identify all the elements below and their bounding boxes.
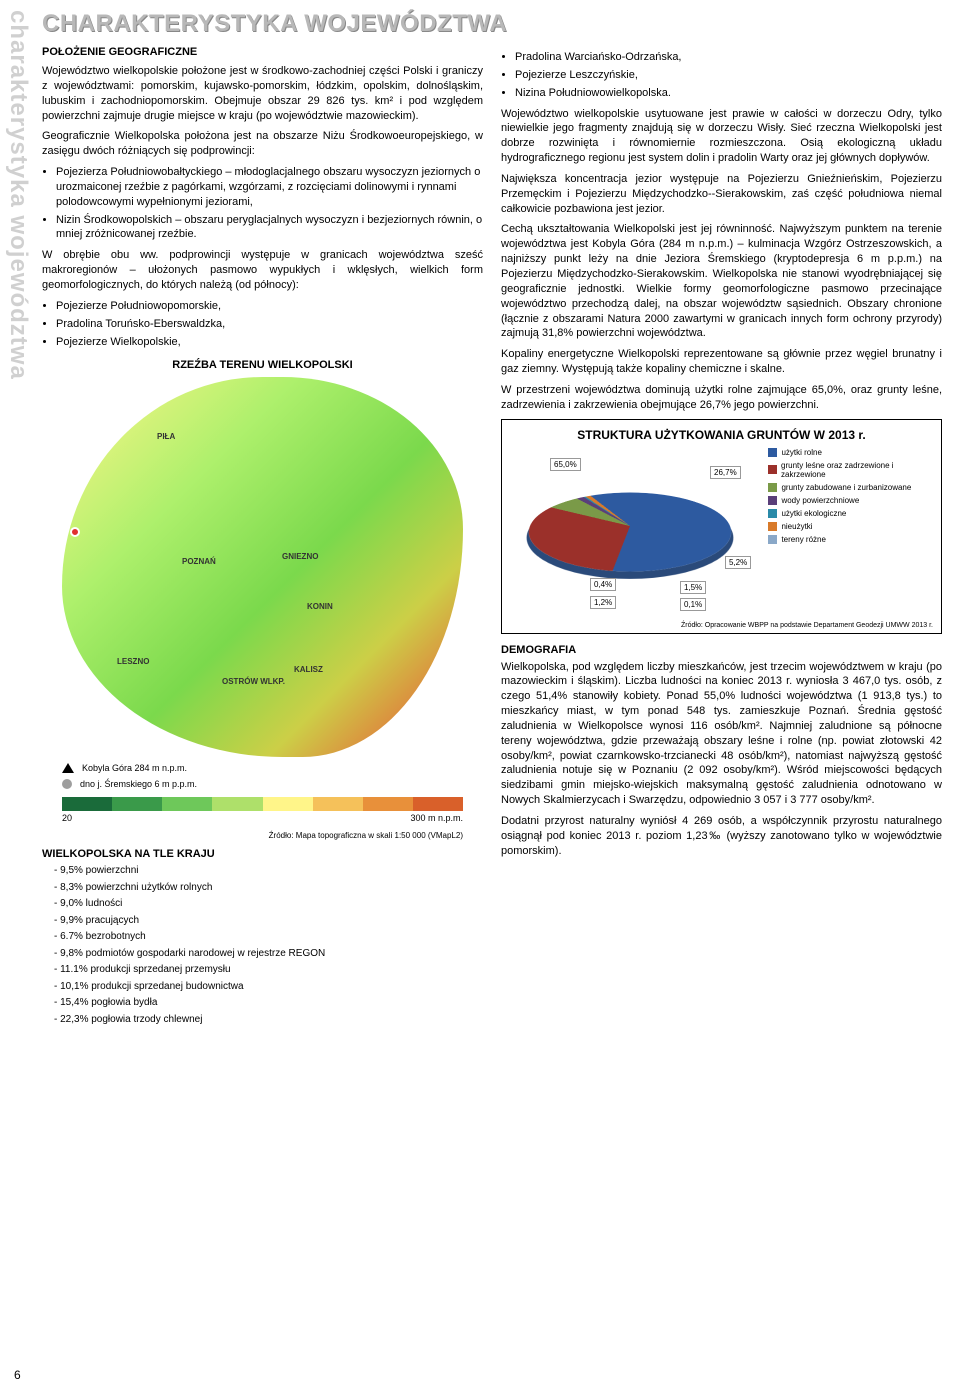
- callout-label: 65,0%: [550, 458, 581, 471]
- page-title: CHARAKTERYSTYKA WOJEWÓDZTWA: [42, 10, 942, 38]
- bullet-list: Pojezierza Południowobałtyckiego – młodo…: [56, 165, 483, 242]
- paragraph: Cechą ukształtowania Wielkopolski jest j…: [501, 222, 942, 341]
- stats-item: 8,3% powierzchni użytków rolnych: [54, 881, 483, 895]
- legend-item: grunty zabudowane i zurbanizowane: [768, 483, 933, 492]
- list-item: Pojezierze Leszczyńskie,: [515, 68, 942, 83]
- page-content: CHARAKTERYSTYKA WOJEWÓDZTWA POŁOŻENIE GE…: [38, 0, 960, 1392]
- pie-chart-box: STRUKTURA UŻYTKOWANIA GRUNTÓW W 2013 r. …: [501, 419, 942, 634]
- legend-item: użytki ekologiczne: [768, 509, 933, 518]
- stats-item: 11.1% produkcji sprzedanej przemysłu: [54, 963, 483, 977]
- stats-item: 9,5% powierzchni: [54, 864, 483, 878]
- stats-list: 9,5% powierzchni 8,3% powierzchni użytków…: [54, 864, 483, 1026]
- sidebar-tab: charakterystyka województwa: [0, 0, 38, 1392]
- legend-item: grunty leśne oraz zadrzewione i zakrzewi…: [768, 461, 933, 479]
- map-source: Źródło: Mapa topograficzna w skali 1:50 …: [42, 831, 463, 840]
- bullet-list: Pojezierze Południowopomorskie, Pradolin…: [56, 299, 483, 350]
- map-title: RZEŹBA TERENU WIELKOPOLSKI: [42, 359, 483, 371]
- stats-item: 9,0% ludności: [54, 897, 483, 911]
- callout-label: 0,4%: [590, 578, 616, 591]
- legend-item: nieużytki: [768, 522, 933, 531]
- circle-icon: [62, 779, 72, 789]
- bullet-list: Pradolina Warciańsko-Odrzańska, Pojezier…: [515, 50, 942, 101]
- paragraph: Dodatni przyrost naturalny wyniósł 4 269…: [501, 814, 942, 859]
- map-label: KONIN: [307, 602, 333, 611]
- paragraph: W obrębie obu ww. podprowincji występuje…: [42, 248, 483, 293]
- list-item: Pojezierze Wielkopolskie,: [56, 335, 483, 350]
- chart-title: STRUKTURA UŻYTKOWANIA GRUNTÓW W 2013 r.: [510, 428, 933, 442]
- map-label: POZNAŃ: [182, 557, 216, 566]
- stats-heading: WIELKOPOLSKA NA TLE KRAJU: [42, 848, 483, 860]
- list-item: Nizin Środkowopolskich – obszaru perygla…: [56, 213, 483, 243]
- paragraph: Województwo wielkopolskie położone jest …: [42, 64, 483, 123]
- list-item: Pojezierza Południowobałtyckiego – młodo…: [56, 165, 483, 210]
- list-item: Pojezierze Południowopomorskie,: [56, 299, 483, 314]
- map-legend-row: Kobyla Góra 284 m n.p.m.: [62, 763, 483, 773]
- stats-item: 15,4% pogłowia bydła: [54, 996, 483, 1010]
- callout-label: 0,1%: [680, 598, 706, 611]
- gradient-labels: 20300 m n.p.m.: [62, 813, 463, 823]
- map-marker: [70, 527, 80, 537]
- paragraph: W przestrzeni województwa dominują użytk…: [501, 383, 942, 413]
- elevation-gradient: [62, 797, 463, 811]
- list-item: Pradolina Toruńsko-Eberswaldzka,: [56, 317, 483, 332]
- terrain-map: PIŁA POZNAŃ GNIEZNO KONIN LESZNO OSTRÓW …: [62, 377, 463, 757]
- triangle-icon: [62, 763, 74, 773]
- map-legend-row: dno j. Śremskiego 6 m p.p.m.: [62, 779, 483, 789]
- sidebar-label: charakterystyka województwa: [4, 10, 32, 380]
- callout-label: 1,5%: [680, 581, 706, 594]
- chart-source: Źródło: Opracowanie WBPP na podstawie De…: [510, 622, 933, 629]
- legend-item: wody powierzchniowe: [768, 496, 933, 505]
- page-number: 6: [14, 1368, 21, 1382]
- stats-item: 10,1% produkcji sprzedanej budownictwa: [54, 980, 483, 994]
- paragraph: Geograficznie Wielkopolska położona jest…: [42, 129, 483, 159]
- pie-chart: 65,0% 26,7% 5,2% 1,5% 0,4% 1,2% 0,1%: [510, 448, 758, 618]
- callout-label: 26,7%: [710, 466, 741, 479]
- map-label: GNIEZNO: [282, 552, 318, 561]
- paragraph: Największa koncentracja jezior występuje…: [501, 172, 942, 217]
- stats-item: 22,3% pogłowia trzody chlewnej: [54, 1013, 483, 1027]
- map-label: KALISZ: [294, 665, 323, 674]
- map-label: PIŁA: [157, 432, 175, 441]
- paragraph: Wielkopolska, pod względem liczby mieszk…: [501, 660, 942, 808]
- stats-item: 9,8% podmiotów gospodarki narodowej w re…: [54, 947, 483, 961]
- map-label: LESZNO: [117, 657, 149, 666]
- list-item: Pradolina Warciańsko-Odrzańska,: [515, 50, 942, 65]
- paragraph: Województwo wielkopolskie usytuowane jes…: [501, 107, 942, 166]
- stats-item: 6.7% bezrobotnych: [54, 930, 483, 944]
- right-column: Pradolina Warciańsko-Odrzańska, Pojezier…: [501, 46, 942, 1032]
- map-label: OSTRÓW WLKP.: [222, 677, 285, 686]
- left-column: POŁOŻENIE GEOGRAFICZNE Województwo wielk…: [42, 46, 483, 1032]
- section-heading: DEMOGRAFIA: [501, 644, 942, 656]
- legend-item: użytki rolne: [768, 448, 933, 457]
- chart-legend: użytki rolne grunty leśne oraz zadrzewion…: [768, 448, 933, 618]
- stats-item: 9,9% pracujących: [54, 914, 483, 928]
- callout-label: 1,2%: [590, 596, 616, 609]
- section-heading: POŁOŻENIE GEOGRAFICZNE: [42, 46, 483, 58]
- legend-item: tereny różne: [768, 535, 933, 544]
- list-item: Nizina Południowowielkopolska.: [515, 86, 942, 101]
- paragraph: Kopaliny energetyczne Wielkopolski repre…: [501, 347, 942, 377]
- callout-label: 5,2%: [725, 556, 751, 569]
